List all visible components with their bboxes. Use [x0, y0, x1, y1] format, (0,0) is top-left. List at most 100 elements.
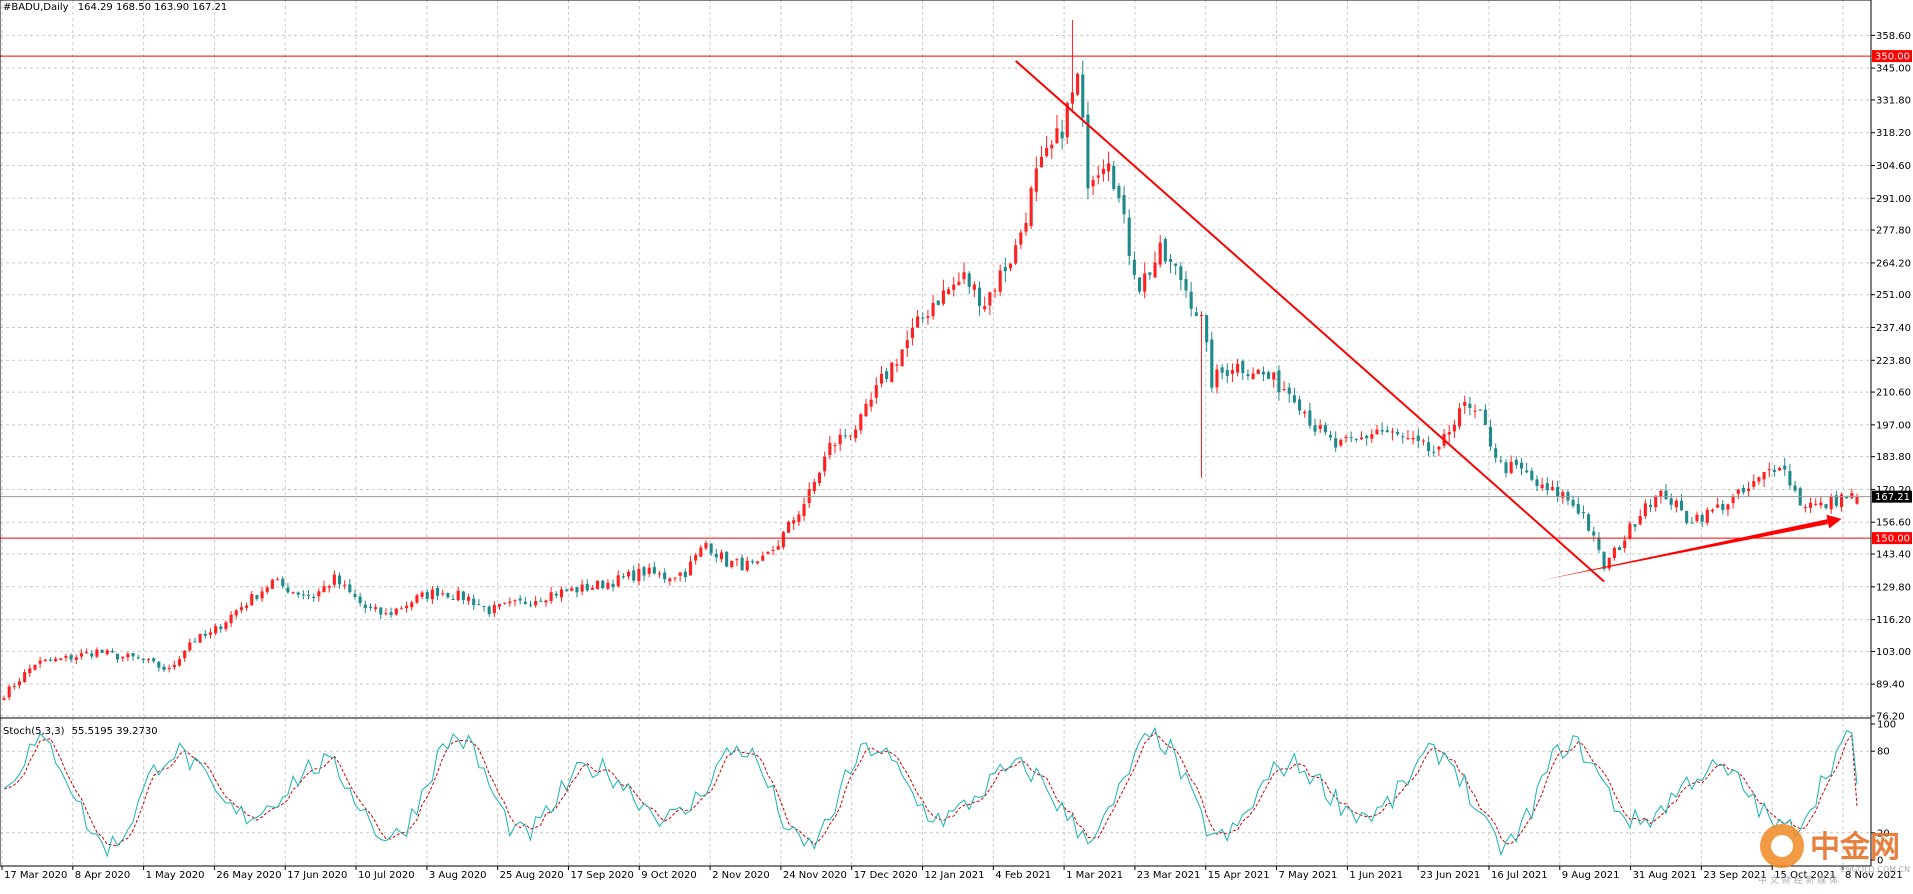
candle-body	[756, 561, 760, 564]
candle-body	[1824, 504, 1828, 508]
candle-body	[931, 303, 935, 317]
candle-body	[1008, 263, 1013, 269]
current-price-label: 167.21	[1875, 492, 1910, 503]
candle-body	[477, 604, 481, 606]
candle-body	[616, 575, 620, 587]
horizontal-lines: 350.00 150.00 167.21	[0, 50, 1912, 545]
x-tick-label: 23 Mar 2021	[1137, 870, 1200, 881]
candle-body	[611, 583, 615, 588]
candle-body	[1654, 495, 1658, 508]
candle-body	[1086, 114, 1090, 189]
x-tick-label: 2 Nov 2020	[712, 870, 770, 881]
candle-body	[291, 592, 295, 594]
candle-series	[2, 19, 1859, 701]
candle-body	[1757, 477, 1761, 482]
candle-body	[100, 649, 104, 653]
candle-body	[947, 289, 951, 295]
candle-body	[1230, 370, 1234, 374]
candle-body	[1101, 168, 1105, 175]
candle-body	[177, 659, 182, 666]
candle-body	[632, 570, 636, 581]
candle-body	[1045, 147, 1049, 156]
candle-body	[637, 568, 641, 582]
candle-body	[627, 571, 631, 577]
candle-body	[1261, 371, 1265, 375]
candle-body	[472, 598, 476, 606]
candle-body	[792, 520, 796, 524]
candle-body	[642, 567, 646, 576]
stoch-y-tick-label: 20	[1877, 828, 1890, 839]
candle-body	[1581, 511, 1585, 513]
x-tick-label: 8 Nov 2021	[1845, 870, 1903, 881]
candle-body	[188, 642, 192, 651]
candle-body	[1762, 471, 1766, 480]
candle-body	[1721, 503, 1725, 511]
candle-body	[1323, 425, 1327, 433]
candle-body	[1550, 487, 1555, 490]
candle-body	[312, 596, 316, 598]
candle-body	[1695, 514, 1699, 522]
y-tick-label: 264.20	[1876, 258, 1911, 269]
candle-body	[1488, 427, 1493, 447]
candle-body	[544, 600, 548, 603]
candle-body	[79, 653, 83, 657]
candle-body	[301, 594, 305, 596]
y-tick-label: 237.40	[1876, 323, 1911, 334]
candle-body	[492, 604, 496, 613]
x-tick-label: 31 Aug 2021	[1633, 870, 1697, 881]
candle-body	[1463, 401, 1467, 406]
stoch-main-line	[3, 726, 1858, 858]
candle-body	[265, 587, 269, 592]
candle-body	[250, 594, 254, 606]
candle-body	[1024, 222, 1028, 232]
candle-body	[879, 373, 884, 384]
x-tick-label: 4 Feb 2021	[995, 870, 1051, 881]
candle-body	[1380, 430, 1384, 432]
stoch-panel-frame	[0, 717, 1872, 867]
candle-body	[1592, 531, 1596, 536]
candle-body	[678, 572, 682, 576]
candle-body	[1365, 435, 1369, 439]
y-tick-label: 170.20	[1876, 485, 1911, 496]
candle-body	[43, 659, 47, 662]
stoch-series	[3, 726, 1858, 858]
candle-body	[838, 434, 842, 445]
candle-body	[823, 456, 827, 472]
candle-body	[482, 605, 486, 607]
candle-body	[962, 272, 966, 280]
watermark-text-en: CNGOLD.COM.CN	[1840, 865, 1910, 874]
candle-body	[1298, 399, 1302, 411]
candle-body	[1778, 467, 1782, 471]
candle-body	[1282, 389, 1286, 391]
ohlc-values: 164.29 168.50 163.90 167.21	[78, 2, 228, 13]
candle-body	[766, 551, 770, 554]
candle-body	[260, 591, 264, 599]
x-tick-label: 9 Aug 2021	[1562, 870, 1620, 881]
candle-body	[1772, 470, 1776, 472]
candle-body	[167, 667, 171, 669]
candle-body	[1241, 361, 1245, 374]
candle-body	[1344, 436, 1348, 439]
candle-body	[1834, 495, 1838, 506]
candle-body	[1189, 291, 1193, 309]
candle-body	[704, 542, 708, 549]
candle-body	[1514, 459, 1518, 465]
candle-body	[761, 555, 765, 561]
candle-body	[1137, 277, 1142, 292]
candle-body	[415, 595, 419, 603]
symbol-label: #BADU,Daily	[3, 2, 69, 13]
candle-body	[146, 659, 151, 661]
level-tag-label: 350.00	[1875, 52, 1910, 63]
candle-body	[1396, 431, 1400, 435]
candle-body	[885, 371, 889, 379]
candle-body	[1716, 504, 1720, 508]
x-tick-label: 16 Jul 2021	[1491, 870, 1548, 881]
x-tick-label: 23 Sep 2021	[1703, 870, 1766, 881]
candle-body	[1767, 469, 1771, 471]
candle-body	[1597, 537, 1601, 550]
uptrend-arrow-shaft	[1542, 519, 1828, 581]
candle-body	[353, 593, 357, 597]
candle-body	[110, 651, 114, 653]
candle-body	[730, 560, 734, 567]
candle-body	[1029, 187, 1033, 227]
